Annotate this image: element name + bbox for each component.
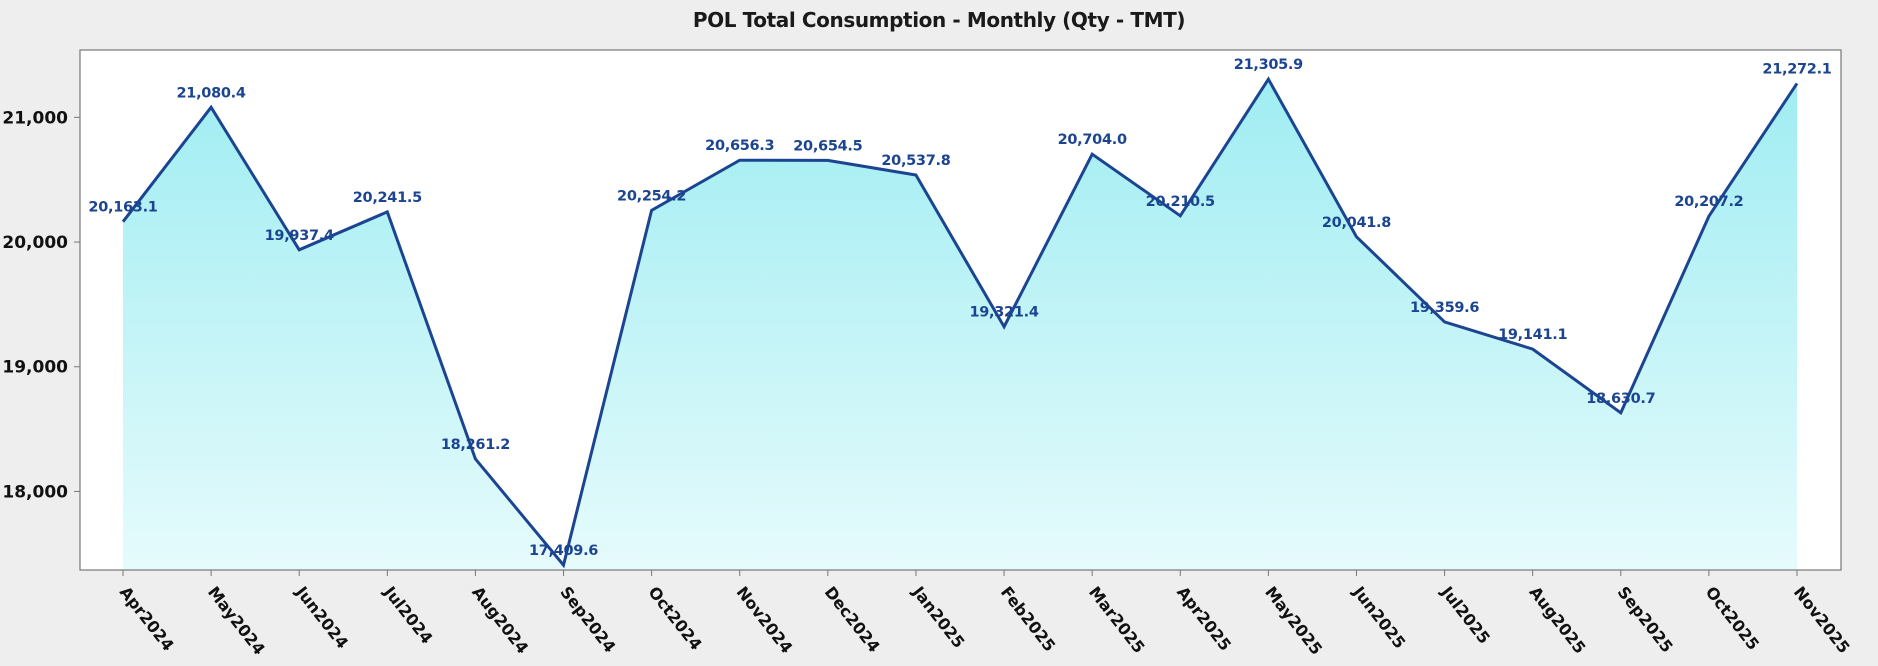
y-tick-label: 20,000 bbox=[2, 233, 68, 253]
x-tick-label: Aug2025 bbox=[1526, 583, 1590, 658]
x-tick-label: Feb2025 bbox=[997, 583, 1059, 655]
x-tick-label: Dec2024 bbox=[821, 583, 884, 656]
data-label: 20,254.2 bbox=[617, 188, 686, 204]
x-tick-label: Jul2025 bbox=[1437, 582, 1494, 648]
chart-title: POL Total Consumption - Monthly (Qty - T… bbox=[692, 8, 1186, 32]
data-label: 21,305.9 bbox=[1234, 57, 1303, 73]
y-tick-label: 21,000 bbox=[2, 108, 68, 128]
data-label: 20,207.2 bbox=[1674, 194, 1743, 210]
data-label: 20,704.0 bbox=[1058, 132, 1127, 148]
x-tick-label: Apr2025 bbox=[1173, 583, 1235, 655]
x-tick-label: Jul2024 bbox=[380, 582, 437, 648]
data-label: 21,272.1 bbox=[1762, 61, 1831, 77]
data-label: 19,359.6 bbox=[1410, 300, 1479, 316]
area-fill bbox=[123, 79, 1797, 570]
data-label: 20,241.5 bbox=[353, 190, 422, 206]
data-label: 20,041.8 bbox=[1322, 215, 1391, 231]
x-tick-label: Mar2025 bbox=[1085, 583, 1149, 657]
x-tick-label: Aug2024 bbox=[468, 583, 532, 658]
x-tick-label: May2025 bbox=[1261, 583, 1326, 659]
data-label: 20,163.1 bbox=[88, 200, 157, 216]
plot-border bbox=[79, 49, 1842, 571]
data-label: 18,261.2 bbox=[441, 437, 510, 453]
data-label: 20,210.5 bbox=[1146, 194, 1215, 210]
data-label: 18,630.7 bbox=[1586, 391, 1655, 407]
x-tick-label: Nov2025 bbox=[1790, 583, 1854, 657]
y-tick-label: 19,000 bbox=[2, 358, 68, 378]
data-label: 20,654.5 bbox=[793, 138, 862, 154]
x-tick-label: Jan2025 bbox=[908, 582, 968, 652]
data-label: 19,321.4 bbox=[969, 305, 1038, 321]
x-tick-label: May2024 bbox=[204, 583, 269, 659]
x-tick-label: Apr2024 bbox=[116, 583, 178, 655]
data-label: 17,409.6 bbox=[529, 543, 598, 559]
x-tick-label: Jun2025 bbox=[1349, 582, 1410, 652]
data-label: 20,537.8 bbox=[881, 153, 950, 169]
x-tick-label: Sep2025 bbox=[1614, 583, 1677, 656]
x-tick-label: Oct2024 bbox=[644, 583, 705, 654]
data-label: 20,656.3 bbox=[705, 138, 774, 154]
x-tick-label: Jun2024 bbox=[291, 582, 352, 652]
data-label: 19,937.4 bbox=[265, 228, 334, 244]
x-tick-label: Nov2024 bbox=[733, 583, 797, 657]
x-tick-label: Oct2025 bbox=[1702, 583, 1763, 654]
data-label: 21,080.4 bbox=[177, 85, 246, 101]
series-line bbox=[121, 76, 1799, 569]
y-tick-label: 18,000 bbox=[2, 482, 68, 502]
data-label: 19,141.1 bbox=[1498, 327, 1567, 343]
x-tick-label: Sep2024 bbox=[556, 583, 619, 656]
